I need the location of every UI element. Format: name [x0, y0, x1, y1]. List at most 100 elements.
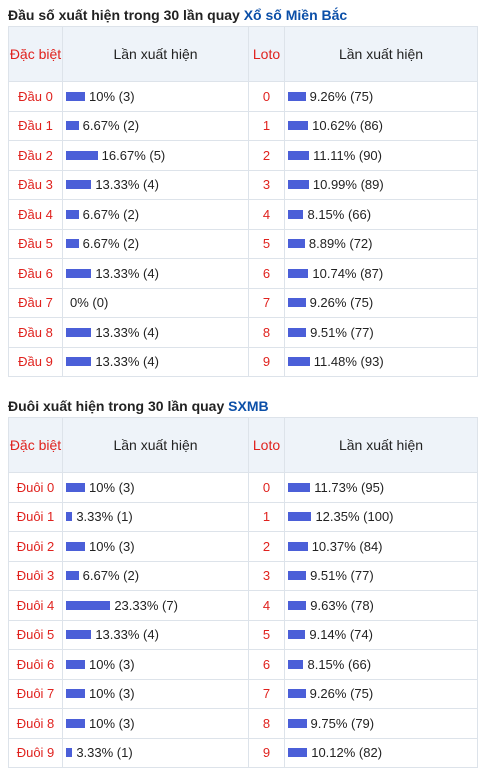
dau-count-bar	[66, 209, 79, 219]
duoi-row-label[interactable]: Đuôi 6	[8, 649, 63, 680]
dau-loto-count-bar	[288, 327, 307, 337]
duoi-count-cell: 23.33% (7)	[62, 590, 249, 621]
duoi-row-label[interactable]: Đuôi 8	[8, 708, 63, 739]
dau-loto-count-text: 10.62% (86)	[312, 118, 383, 134]
duoi-count-cell: 13.33% (4)	[62, 619, 249, 650]
dau-count-bar	[66, 268, 92, 278]
duoi-loto-number[interactable]: 8	[248, 708, 285, 739]
duoi-loto-number[interactable]: 3	[248, 560, 285, 591]
duoi-loto-count-text: 10.37% (84)	[311, 538, 383, 554]
duoi-loto-count-cell: 9.26% (75)	[284, 678, 478, 709]
dau-row-label[interactable]: Đầu 6	[8, 258, 63, 289]
duoi-table-row: Đuôi 8 10% (3) 8 9.75% (79)	[8, 708, 478, 739]
dau-count-cell: 13.33% (4)	[62, 317, 249, 348]
dau-table-row: Đầu 1 6.67% (2) 1 10.62% (86)	[8, 110, 478, 141]
dau-row-label[interactable]: Đầu 3	[8, 169, 63, 200]
dau-count-cell: 13.33% (4)	[62, 169, 249, 200]
dau-loto-number[interactable]: 5	[248, 228, 285, 259]
dau-header-loto-count: Lần xuất hiện	[284, 26, 478, 82]
dau-loto-number[interactable]: 4	[248, 199, 285, 230]
dau-loto-count-text: 8.89% (72)	[308, 236, 373, 252]
dau-loto-number[interactable]: 8	[248, 317, 285, 348]
duoi-table-row: Đuôi 5 13.33% (4) 5 9.14% (74)	[8, 619, 478, 650]
duoi-loto-count-text: 9.75% (79)	[310, 715, 375, 731]
duoi-loto-count-text: 12.35% (100)	[315, 509, 394, 525]
duoi-title-link[interactable]: SXMB	[228, 398, 269, 414]
dau-section-title: Đầu số xuất hiện trong 30 lần quay Xổ số…	[8, 7, 348, 23]
duoi-loto-number[interactable]: 5	[248, 619, 285, 650]
duoi-loto-count-cell: 10.37% (84)	[284, 531, 478, 562]
duoi-loto-count-cell: 9.63% (78)	[284, 590, 478, 621]
duoi-row-label[interactable]: Đuôi 1	[8, 501, 63, 532]
duoi-loto-number[interactable]: 9	[248, 737, 285, 768]
dau-row-label[interactable]: Đầu 9	[8, 346, 63, 377]
dau-count-cell: 10% (3)	[62, 81, 249, 112]
duoi-table-row: Đuôi 1 3.33% (1) 1 12.35% (100)	[8, 501, 478, 532]
dau-table-row: Đầu 0 10% (3) 0 9.26% (75)	[8, 81, 478, 112]
duoi-count-bar	[66, 600, 111, 610]
duoi-loto-number[interactable]: 4	[248, 590, 285, 621]
duoi-loto-count-cell: 9.75% (79)	[284, 708, 478, 739]
dau-loto-number[interactable]: 9	[248, 346, 285, 377]
dau-row-label[interactable]: Đầu 0	[8, 81, 63, 112]
dau-loto-count-bar	[288, 209, 304, 219]
duoi-row-label[interactable]: Đuôi 3	[8, 560, 63, 591]
duoi-count-bar	[66, 571, 79, 581]
dau-row-label[interactable]: Đầu 2	[8, 140, 63, 171]
duoi-loto-count-text: 9.51% (77)	[310, 568, 374, 584]
dau-loto-count-text: 9.51% (77)	[310, 324, 374, 340]
duoi-row-label[interactable]: Đuôi 5	[8, 619, 63, 650]
duoi-loto-count-text: 11.73% (95)	[314, 479, 385, 495]
dau-loto-count-cell: 10.62% (86)	[284, 110, 478, 141]
dau-row-label[interactable]: Đầu 7	[8, 287, 63, 318]
dau-count-bar	[66, 180, 92, 190]
duoi-row-label[interactable]: Đuôi 2	[8, 531, 63, 562]
duoi-loto-number[interactable]: 0	[248, 472, 285, 503]
dau-loto-number[interactable]: 0	[248, 81, 285, 112]
duoi-row-label[interactable]: Đuôi 9	[8, 737, 63, 768]
dau-title-link[interactable]: Xổ số Miền Bắc	[243, 7, 348, 23]
dau-loto-count-cell: 11.11% (90)	[284, 140, 478, 171]
dau-row-label[interactable]: Đầu 5	[8, 228, 63, 259]
duoi-loto-number[interactable]: 7	[248, 678, 285, 709]
dau-loto-count-cell: 8.89% (72)	[284, 228, 478, 259]
dau-loto-number[interactable]: 6	[248, 258, 285, 289]
duoi-header-loto-count: Lần xuất hiện	[284, 417, 478, 473]
duoi-count-bar	[66, 748, 73, 758]
duoi-loto-number[interactable]: 6	[248, 649, 285, 680]
dau-loto-number[interactable]: 7	[248, 287, 285, 318]
dau-count-bar	[66, 121, 79, 131]
duoi-count-text: 23.33% (7)	[114, 597, 178, 613]
duoi-count-bar	[66, 541, 85, 551]
duoi-table-row: Đuôi 0 10% (3) 0 11.73% (95)	[8, 472, 478, 503]
duoi-header-loto: Loto	[248, 417, 285, 473]
duoi-loto-count-text: 8.15% (66)	[307, 656, 372, 672]
duoi-count-text: 10% (3)	[89, 715, 135, 731]
dau-table-row: Đầu 6 13.33% (4) 6 10.74% (87)	[8, 258, 478, 289]
duoi-row-label[interactable]: Đuôi 4	[8, 590, 63, 621]
duoi-loto-number[interactable]: 2	[248, 531, 285, 562]
dau-row-label[interactable]: Đầu 1	[8, 110, 63, 141]
duoi-table-row: Đuôi 6 10% (3) 6 8.15% (66)	[8, 649, 478, 680]
duoi-table-row: Đuôi 2 10% (3) 2 10.37% (84)	[8, 531, 478, 562]
duoi-loto-count-bar	[288, 600, 307, 610]
duoi-count-cell: 10% (3)	[62, 708, 249, 739]
duoi-loto-number[interactable]: 1	[248, 501, 285, 532]
dau-loto-number[interactable]: 1	[248, 110, 285, 141]
dau-count-text: 6.67% (2)	[82, 118, 140, 134]
duoi-count-bar	[66, 718, 85, 728]
duoi-count-text: 10% (3)	[89, 686, 135, 702]
dau-count-text: 13.33% (4)	[95, 265, 159, 281]
dau-table-row: Đầu 2 16.67% (5) 2 11.11% (90)	[8, 140, 478, 171]
duoi-count-text: 13.33% (4)	[95, 627, 159, 643]
duoi-count-text: 10% (3)	[89, 479, 135, 495]
duoi-row-label[interactable]: Đuôi 7	[8, 678, 63, 709]
dau-row-label[interactable]: Đầu 4	[8, 199, 63, 230]
dau-count-bar	[66, 91, 85, 101]
duoi-row-label[interactable]: Đuôi 0	[8, 472, 63, 503]
dau-row-label[interactable]: Đầu 8	[8, 317, 63, 348]
dau-loto-number[interactable]: 2	[248, 140, 285, 171]
dau-count-cell: 6.67% (2)	[62, 199, 249, 230]
duoi-loto-count-bar	[288, 482, 311, 492]
dau-loto-number[interactable]: 3	[248, 169, 285, 200]
